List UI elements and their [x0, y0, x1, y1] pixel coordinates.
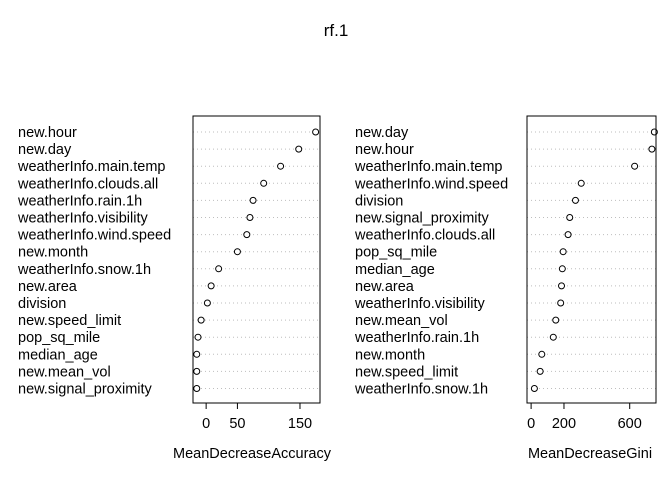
data-point — [549, 333, 557, 341]
data-point — [295, 145, 303, 153]
data-point — [631, 162, 639, 170]
data-point — [564, 231, 572, 239]
category-label: weatherInfo.wind.speed — [17, 228, 171, 244]
data-point — [538, 350, 546, 358]
data-point — [246, 214, 254, 221]
data-point — [571, 196, 579, 204]
category-label: new.month — [355, 347, 425, 363]
category-label: new.speed_limit — [18, 313, 121, 329]
data-point — [197, 316, 205, 324]
category-label: weatherInfo.visibility — [17, 211, 148, 227]
data-point — [260, 179, 268, 187]
category-label: weatherInfo.rain.1h — [17, 193, 142, 209]
category-label: pop_sq_mile — [18, 330, 100, 346]
data-point — [312, 128, 320, 136]
data-point — [552, 316, 560, 324]
data-point — [536, 367, 544, 375]
category-label: new.speed_limit — [355, 364, 458, 380]
tick-label: 600 — [618, 416, 642, 432]
category-label: new.signal_proximity — [18, 382, 153, 398]
category-label: division — [18, 296, 66, 312]
category-label: weatherInfo.snow.1h — [17, 262, 151, 278]
category-label: weatherInfo.wind.speed — [354, 176, 508, 192]
category-label: weatherInfo.clouds.all — [354, 228, 495, 244]
tick-label: 0 — [527, 416, 535, 432]
plot-frame — [526, 115, 657, 404]
x-axis-label: MeanDecreaseAccuracy — [173, 446, 332, 462]
category-label: weatherInfo.main.temp — [354, 159, 503, 175]
category-label: new.day — [18, 142, 72, 158]
data-point — [193, 385, 201, 392]
data-point — [648, 145, 656, 153]
category-label: new.hour — [355, 142, 414, 158]
category-label: weatherInfo.visibility — [354, 296, 485, 312]
category-label: new.mean_vol — [355, 313, 448, 329]
data-point — [203, 299, 211, 307]
mean-decrease-gini-panel: new.daynew.hourweatherInfo.main.tempweat… — [354, 115, 658, 462]
data-point — [194, 333, 202, 341]
category-label: new.day — [355, 125, 409, 141]
x-axis-label: MeanDecreaseGini — [528, 446, 652, 462]
tick-label: 200 — [552, 416, 576, 432]
tick-label: 0 — [202, 416, 210, 432]
data-point — [215, 265, 223, 273]
category-label: pop_sq_mile — [355, 245, 437, 261]
category-label: new.hour — [18, 125, 77, 141]
category-label: new.signal_proximity — [355, 211, 490, 227]
category-label: new.mean_vol — [18, 364, 111, 380]
category-label: new.area — [18, 279, 78, 295]
data-point — [243, 231, 251, 239]
mean-decrease-accuracy-panel: new.hournew.dayweatherInfo.main.tempweat… — [17, 115, 332, 462]
data-point — [557, 299, 565, 307]
category-label: weatherInfo.clouds.all — [17, 176, 158, 192]
category-label: division — [355, 193, 403, 209]
data-point — [558, 282, 566, 290]
tick-label: 50 — [229, 416, 245, 432]
data-point — [207, 282, 215, 290]
data-point — [530, 385, 538, 392]
category-label: median_age — [355, 262, 435, 278]
data-point — [249, 196, 257, 204]
category-label: new.area — [355, 279, 415, 295]
data-point — [277, 162, 285, 170]
data-point — [193, 367, 201, 375]
data-point — [193, 350, 201, 358]
plot-frame — [192, 115, 321, 404]
data-point — [577, 179, 585, 187]
chart-title: rf.1 — [324, 21, 349, 40]
category-label: weatherInfo.rain.1h — [354, 330, 479, 346]
category-label: weatherInfo.snow.1h — [354, 382, 488, 398]
category-label: new.month — [18, 245, 88, 261]
tick-label: 150 — [288, 416, 312, 432]
data-point — [233, 248, 241, 256]
data-point — [566, 214, 574, 221]
data-point — [558, 265, 566, 273]
data-point — [559, 248, 567, 256]
category-label: weatherInfo.main.temp — [17, 159, 166, 175]
category-label: median_age — [18, 347, 98, 363]
